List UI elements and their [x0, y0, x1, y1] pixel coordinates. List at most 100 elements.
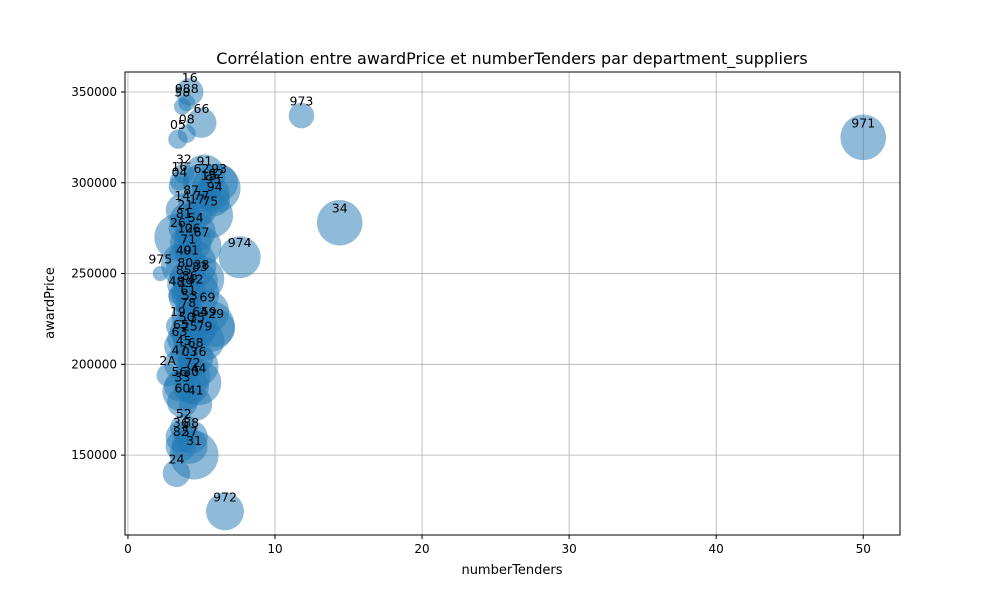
- point-label: 68: [188, 335, 204, 350]
- point-label: 29: [208, 306, 224, 321]
- point-label: 80: [177, 255, 193, 270]
- plot-frame: [124, 71, 901, 536]
- point-label: 87: [183, 183, 199, 198]
- x-tick-label: 10: [267, 542, 282, 556]
- data-point: [178, 191, 204, 218]
- point-label: 12: [177, 221, 193, 236]
- point-label: 78: [180, 295, 196, 310]
- point-label: 26: [170, 215, 186, 230]
- point-label: 15: [201, 168, 217, 183]
- point-label: 54: [188, 210, 204, 225]
- point-label: 72: [185, 355, 201, 370]
- x-axis-label: numberTenders: [461, 563, 562, 578]
- data-point: [218, 236, 261, 279]
- point-label: 53: [182, 288, 198, 303]
- point-label: 971: [851, 115, 875, 130]
- y-tick-label: 350000: [71, 85, 117, 99]
- data-point: [175, 352, 204, 380]
- data-point: [169, 171, 190, 191]
- point-label: 16: [182, 70, 198, 85]
- point-label: 06: [185, 221, 201, 236]
- point-label: 81: [176, 206, 192, 221]
- point-label: 48: [169, 273, 185, 288]
- point-label: 61: [180, 282, 196, 297]
- point-label: 39: [177, 275, 193, 290]
- point-label: 58: [174, 84, 190, 99]
- point-label: 69: [199, 290, 215, 305]
- point-label: 974: [228, 235, 252, 250]
- point-label: 25: [182, 319, 198, 334]
- point-label: 34: [332, 201, 348, 216]
- x-axis-ticks: 0 10 20 30 40 50: [124, 535, 871, 556]
- point-label: 50: [179, 310, 195, 325]
- point-label: 42: [188, 272, 204, 287]
- point-label: 45: [176, 333, 192, 348]
- data-point: [167, 387, 198, 418]
- y-axis-label: awardPrice: [43, 267, 58, 339]
- point-label: 86: [182, 268, 198, 283]
- chart-title: Corrélation entre awardPrice et numberTe…: [216, 49, 807, 69]
- point-label: 71: [180, 232, 196, 247]
- point-label: 973: [290, 94, 314, 109]
- point-label: 67: [194, 224, 210, 239]
- point-label: 38: [194, 257, 210, 272]
- data-point: [170, 414, 198, 442]
- data-point: [162, 459, 191, 488]
- point-label: 36: [173, 415, 189, 430]
- grid-lines: [125, 72, 900, 535]
- point-label: 975: [148, 252, 172, 267]
- point-label: 88: [183, 415, 199, 430]
- y-tick-label: 300000: [71, 176, 117, 190]
- point-label: 17: [189, 192, 205, 207]
- point-label: 52: [176, 406, 192, 421]
- point-label: 85: [176, 262, 192, 277]
- data-point: [173, 98, 191, 115]
- point-label: 59: [201, 304, 217, 319]
- point-label: 82: [173, 424, 189, 439]
- y-tick-label: 150000: [71, 448, 117, 462]
- point-label: 24: [169, 451, 185, 466]
- point-label: 95: [205, 172, 221, 187]
- point-label: 92: [208, 166, 224, 181]
- data-point: [152, 265, 168, 282]
- point-label: 08: [179, 112, 195, 127]
- point-label: 76: [191, 344, 207, 359]
- point-label: 972: [213, 489, 237, 504]
- data-point: [316, 199, 363, 246]
- point-label: 62: [194, 161, 210, 176]
- x-tick-label: 0: [124, 542, 132, 556]
- point-label: 79: [196, 319, 212, 334]
- point-label: 33: [174, 370, 190, 385]
- point-label: 47: [171, 342, 187, 357]
- point-label: 21: [177, 197, 193, 212]
- x-tick-label: 50: [856, 542, 871, 556]
- y-tick-label: 200000: [71, 357, 117, 371]
- point-label: 66: [194, 101, 210, 116]
- data-point: [168, 286, 185, 304]
- x-tick-label: 40: [709, 542, 724, 556]
- point-label: 35: [189, 310, 205, 325]
- x-tick-label: 20: [414, 542, 429, 556]
- x-tick-label: 30: [561, 542, 576, 556]
- data-point: [174, 239, 203, 268]
- point-label: 31: [186, 433, 202, 448]
- data-point: [156, 364, 179, 387]
- point-label: 91: [196, 153, 212, 168]
- point-label: 05: [170, 117, 186, 132]
- data-points: [152, 78, 886, 531]
- data-point: [840, 114, 886, 161]
- data-point: [206, 492, 244, 531]
- point-label: 64: [192, 304, 208, 319]
- point-label: 93: [211, 161, 227, 176]
- data-point: [288, 102, 315, 129]
- point-label: 63: [171, 324, 187, 339]
- y-axis-ticks: 150000 200000 250000 300000 350000: [71, 85, 125, 462]
- point-label: 988: [175, 81, 199, 96]
- point-label: 77: [194, 188, 210, 203]
- point-label: 44: [191, 360, 207, 375]
- point-label: 04: [171, 164, 187, 179]
- point-label: 83: [192, 259, 208, 274]
- point-label: 01: [183, 242, 199, 257]
